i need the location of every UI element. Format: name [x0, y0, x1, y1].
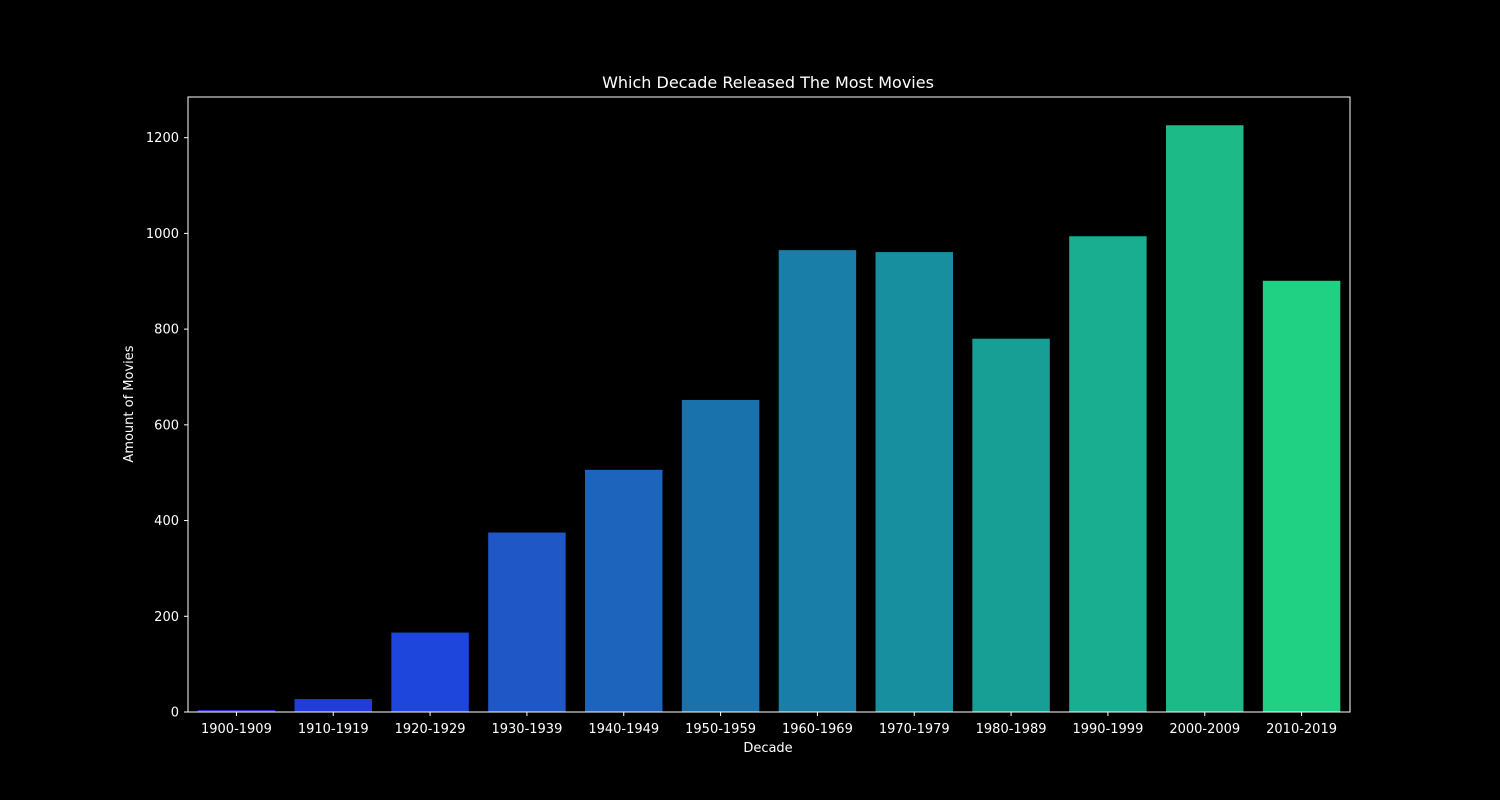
- bar-1980-1989: [972, 338, 1050, 712]
- x-tick-label: 1990-1999: [1072, 722, 1143, 737]
- y-tick-label: 1200: [146, 131, 179, 146]
- x-tick-label: 1960-1969: [782, 722, 853, 737]
- y-tick-label: 600: [154, 418, 179, 433]
- chart-title: Which Decade Released The Most Movies: [602, 73, 934, 92]
- x-tick-label: 1930-1939: [491, 722, 562, 737]
- bar-1920-1929: [391, 632, 469, 712]
- bar-1940-1949: [585, 469, 663, 712]
- x-tick-label: 1980-1989: [976, 722, 1047, 737]
- bar-1950-1959: [681, 399, 760, 712]
- bar-2010-2019: [1262, 280, 1341, 712]
- y-axis: 0 200 400 600 800 1000 1200: [146, 131, 188, 721]
- x-tick-label: 1900-1909: [201, 722, 272, 737]
- y-tick-label: 400: [154, 514, 179, 529]
- y-tick-label: 800: [154, 323, 179, 338]
- plot-frame: [187, 96, 1351, 713]
- y-tick-label: 1000: [146, 227, 179, 242]
- bar-1990-1999: [1069, 236, 1147, 712]
- bar-1930-1939: [488, 532, 566, 712]
- x-tick-label: 1940-1949: [588, 722, 659, 737]
- y-axis-label: Amount of Movies: [122, 345, 137, 462]
- bar-1970-1979: [875, 252, 953, 712]
- x-tick-label: 2010-2019: [1266, 722, 1337, 737]
- bar-1910-1919: [294, 699, 372, 712]
- x-tick-label: 2000-2009: [1169, 722, 1240, 737]
- x-tick-label: 1950-1959: [685, 722, 756, 737]
- bar-1960-1969: [778, 250, 857, 713]
- bar-1900-1909: [197, 710, 276, 712]
- x-tick-label: 1910-1919: [298, 722, 369, 737]
- x-tick-label: 1970-1979: [879, 722, 950, 737]
- bar-2000-2009: [1166, 125, 1244, 712]
- x-tick-label: 1920-1929: [395, 722, 466, 737]
- bars-group: [197, 125, 1341, 713]
- y-tick-label: 0: [171, 706, 179, 721]
- y-tick-label: 200: [154, 610, 179, 625]
- x-axis: 1900-1909 1910-1919 1920-1929 1930-1939 1940…: [201, 712, 1337, 737]
- x-axis-label: Decade: [743, 741, 792, 756]
